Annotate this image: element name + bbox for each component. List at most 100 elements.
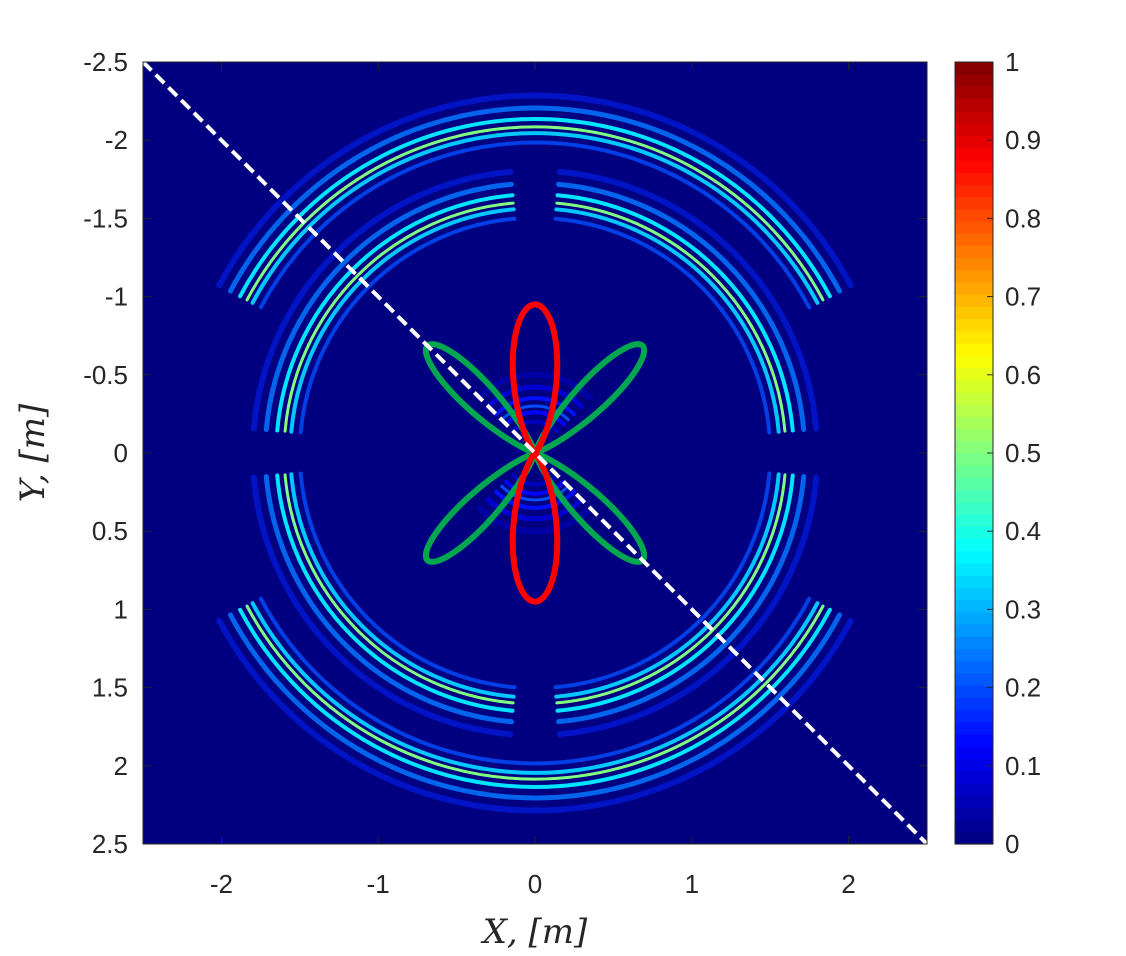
colorbar-swatch bbox=[955, 306, 993, 320]
colorbar-swatch bbox=[955, 184, 993, 198]
colorbar-swatch bbox=[955, 367, 993, 381]
colorbar-swatch bbox=[955, 538, 993, 552]
colorbar-swatch bbox=[955, 147, 993, 161]
colorbar-swatch bbox=[955, 526, 993, 540]
colorbar-swatch bbox=[955, 685, 993, 698]
y-axis-label: Y, [m] bbox=[13, 403, 53, 502]
colorbar-tick-label: 0.4 bbox=[1005, 516, 1041, 546]
wave-ring-band bbox=[227, 612, 843, 801]
colorbar-swatch bbox=[955, 636, 993, 650]
wave-ring-band bbox=[494, 489, 576, 510]
colorbar-swatch bbox=[955, 477, 993, 491]
colorbar-tick-label: 0.9 bbox=[1005, 125, 1041, 155]
colorbar-swatch bbox=[955, 245, 993, 259]
colorbar-swatch bbox=[955, 257, 993, 271]
wave-ring-band bbox=[263, 181, 514, 432]
wave-ring-band bbox=[504, 479, 566, 496]
wave-ring-band bbox=[283, 201, 515, 433]
y-tick-label: 0.5 bbox=[92, 516, 128, 546]
colorbar-swatch bbox=[955, 123, 993, 136]
y-tick-label: -2 bbox=[105, 125, 128, 155]
colorbar-swatch bbox=[955, 648, 993, 662]
colorbar-swatch bbox=[955, 514, 993, 527]
colorbar bbox=[955, 62, 993, 845]
colorbar-swatch bbox=[955, 294, 993, 307]
colorbar-swatch bbox=[955, 233, 993, 246]
colorbar-tick-label: 0.8 bbox=[1005, 203, 1041, 233]
colorbar-swatch bbox=[955, 721, 993, 735]
wave-ring-band bbox=[556, 168, 820, 432]
colorbar-swatch bbox=[955, 404, 993, 417]
y-tick-label: 0 bbox=[114, 438, 128, 468]
x-tick-label: -1 bbox=[367, 869, 390, 899]
colorbar-swatch bbox=[955, 86, 993, 100]
colorbar-swatch bbox=[955, 819, 993, 833]
colorbar-swatch bbox=[955, 562, 993, 576]
wave-ring-band bbox=[510, 473, 560, 487]
colorbar-swatch bbox=[955, 110, 993, 124]
wave-ring-band bbox=[216, 617, 854, 814]
colorbar-swatch bbox=[955, 782, 993, 796]
colorbar-tick-label: 0.7 bbox=[1005, 282, 1041, 312]
colorbar-swatch bbox=[955, 318, 993, 332]
wave-ring-band bbox=[238, 607, 832, 789]
wave-ring-band bbox=[245, 125, 825, 302]
dashed-diagonal-line bbox=[143, 62, 927, 844]
colorbar-swatch bbox=[955, 831, 993, 845]
wave-ring-band bbox=[500, 484, 570, 502]
wave-ring-band bbox=[556, 474, 807, 725]
colorbar-swatch bbox=[955, 575, 993, 589]
wave-ring-band bbox=[245, 604, 825, 781]
colorbar-tick-label: 0.5 bbox=[1005, 438, 1041, 468]
wave-ring-band bbox=[555, 473, 787, 705]
colorbar-swatch bbox=[955, 758, 993, 772]
colorbar-tick-label: 0.3 bbox=[1005, 594, 1041, 624]
colorbar-swatch bbox=[955, 208, 993, 222]
colorbar-swatch bbox=[955, 440, 993, 454]
wave-ring-band bbox=[510, 419, 560, 433]
colorbar-swatch bbox=[955, 330, 993, 344]
wave-ring-band bbox=[555, 201, 787, 433]
x-axis-label: X, [m] bbox=[480, 912, 588, 952]
colorbar-swatch bbox=[955, 159, 993, 173]
colorbar-swatch bbox=[955, 416, 993, 430]
y-tick-label: -1.5 bbox=[83, 203, 128, 233]
colorbar-swatch bbox=[955, 550, 993, 564]
wave-ring-band bbox=[283, 473, 515, 705]
colorbar-swatch bbox=[955, 453, 993, 466]
colorbar-swatch bbox=[955, 599, 993, 613]
wave-ring-band bbox=[289, 472, 516, 699]
colorbar-ticks: 0 0.1 0.2 0.3 0.4 0.5 0.6 0.7 0.8 0.9 1 bbox=[987, 47, 1041, 859]
wave-ring-band bbox=[554, 207, 781, 434]
wave-ring-band bbox=[556, 181, 807, 432]
y-tick-label: -1 bbox=[105, 282, 128, 312]
y-axis-ticks: -2.5 -2 -1.5 -1 -0.5 0 0.5 1 1.5 2 2.5 bbox=[83, 47, 927, 859]
colorbar-swatch bbox=[955, 697, 993, 711]
y-tick-label: -2.5 bbox=[83, 47, 128, 77]
wave-ring-band bbox=[227, 105, 843, 294]
colorbar-tick-label: 0.6 bbox=[1005, 360, 1041, 390]
colorbar-swatch bbox=[955, 465, 993, 479]
colorbar-swatch bbox=[955, 343, 993, 356]
y-tick-label: 1.5 bbox=[92, 673, 128, 703]
colorbar-swatch bbox=[955, 379, 993, 393]
wave-ring-arc bbox=[216, 596, 854, 814]
wave-ring-band bbox=[298, 216, 517, 435]
colorbar-swatch bbox=[955, 807, 993, 821]
red-two-lobe-pattern bbox=[509, 301, 561, 605]
colorbar-swatch bbox=[955, 428, 993, 442]
y-tick-label: 2 bbox=[114, 751, 128, 781]
colorbar-swatch bbox=[955, 672, 993, 686]
x-tick-label: 0 bbox=[528, 869, 542, 899]
wave-ring-band bbox=[238, 117, 832, 299]
colorbar-swatch bbox=[955, 587, 993, 601]
wave-ring-band bbox=[250, 131, 820, 305]
x-tick-label: -2 bbox=[210, 869, 233, 899]
colorbar-swatch bbox=[955, 98, 993, 112]
colorbar-swatch bbox=[955, 746, 993, 760]
wave-ring-band bbox=[494, 396, 576, 417]
colorbar-swatch bbox=[955, 501, 993, 515]
colorbar-swatch bbox=[955, 135, 993, 149]
colorbar-swatch bbox=[955, 391, 993, 405]
